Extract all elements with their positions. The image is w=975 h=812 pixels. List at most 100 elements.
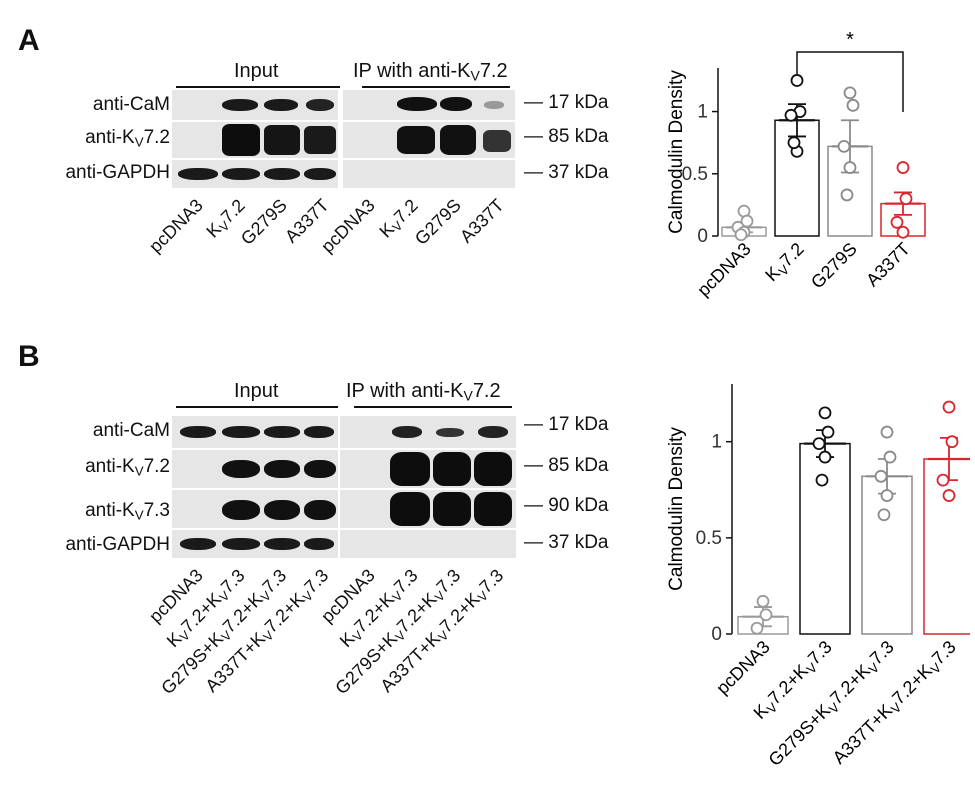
data-point: [942, 400, 956, 414]
calmodulin-chart-b: Calmodulin Density00.51pcDNA3KV7.2+KV7.3…: [666, 384, 970, 770]
band: [397, 97, 437, 111]
band: [264, 538, 300, 550]
band: [483, 130, 511, 152]
data-point: [936, 473, 950, 487]
marker-90kda-b: — 90 kDa: [524, 495, 609, 516]
data-point: [890, 215, 904, 229]
ip-header-a: IP with anti-KV7.2: [353, 60, 508, 84]
band: [178, 168, 218, 180]
band: [433, 452, 471, 486]
data-point: [837, 140, 851, 153]
band: [474, 452, 512, 486]
band: [484, 101, 504, 109]
data-point: [759, 608, 773, 622]
lane-label-a: pcDNA3: [145, 195, 207, 257]
data-point: [846, 98, 860, 112]
row-label-gapdh-a: anti-GAPDH: [65, 162, 170, 183]
ip-underline-b: [354, 406, 512, 408]
data-point: [874, 469, 888, 483]
calmodulin-chart-a: Calmodulin Density 0 0.5 1 pcDNA3 KV7.2 G279S A…: [666, 29, 926, 301]
marker-17kda-a: — 17 kDa: [524, 92, 609, 113]
band: [222, 538, 260, 550]
band: [304, 426, 334, 438]
band: [264, 168, 300, 180]
band: [478, 426, 508, 438]
ip-underline-a: [362, 86, 510, 88]
band: [264, 426, 300, 438]
data-point: [740, 214, 754, 228]
category-label: A337T+KV7.2+KV7.3: [829, 637, 962, 770]
data-point: [840, 188, 854, 202]
y-axis-label: Calmodulin Density: [666, 427, 687, 591]
marker-37kda-b: — 37 kDa: [524, 532, 609, 553]
band: [180, 538, 216, 550]
band: [264, 125, 300, 155]
marker-17kda-b: — 17 kDa: [524, 414, 609, 435]
category-label: pcDNA3: [693, 239, 755, 301]
lane-label-a: A337T: [456, 195, 508, 247]
band: [433, 492, 471, 526]
band: [390, 492, 430, 526]
category-label: pcDNA3: [712, 637, 774, 699]
data-point: [880, 489, 894, 502]
lane-label-a: G279S: [410, 195, 465, 249]
data-point: [843, 86, 857, 100]
band: [222, 460, 260, 478]
band: [264, 460, 300, 478]
data-point: [821, 425, 835, 439]
panel-letter-b: B: [18, 340, 40, 373]
lane-label-a: G279S: [236, 195, 291, 249]
band: [436, 428, 464, 437]
band: [306, 99, 334, 111]
band: [180, 426, 216, 438]
panel-letter-a: A: [18, 24, 40, 57]
data-point: [880, 425, 894, 439]
band: [474, 492, 512, 526]
band: [397, 126, 435, 154]
band: [440, 125, 476, 155]
input-underline-a: [176, 86, 340, 88]
band: [264, 500, 300, 520]
band: [304, 538, 334, 550]
band: [304, 500, 336, 520]
band: [222, 99, 258, 111]
data-point: [896, 161, 910, 174]
band: [304, 168, 336, 180]
band: [264, 99, 298, 111]
data-point: [877, 508, 891, 522]
y-tick-label: 0.5: [682, 164, 708, 185]
y-tick-label: 0.5: [696, 528, 722, 549]
category-label: A337T: [862, 239, 914, 291]
data-point: [812, 437, 826, 451]
data-point: [756, 594, 770, 608]
band: [304, 460, 336, 478]
data-point: [815, 473, 829, 487]
significance-label: *: [846, 29, 854, 51]
y-tick-label: 1: [711, 432, 722, 453]
blot-strip-gapdh-ip-b: [340, 530, 516, 558]
data-point: [818, 406, 832, 420]
data-point: [790, 74, 804, 87]
data-point: [899, 192, 913, 206]
row-label-gapdh-b: anti-GAPDH: [65, 534, 170, 555]
data-point: [750, 621, 764, 635]
data-point: [787, 136, 801, 150]
band: [222, 500, 260, 520]
band: [392, 426, 422, 438]
row-label-cam-b: anti-CaM: [92, 420, 170, 441]
y-axis-label: Calmodulin Density: [666, 70, 687, 234]
row-label-kv72-a: anti-KV7.2: [85, 127, 170, 150]
bar: [923, 458, 970, 635]
marker-85kda-b: — 85 kDa: [524, 455, 609, 476]
input-header-b: Input: [234, 380, 279, 402]
marker-37kda-a: — 37 kDa: [524, 162, 609, 183]
data-point: [883, 450, 897, 464]
data-point: [896, 225, 910, 239]
y-tick-label: 0: [711, 624, 722, 645]
bar: [799, 442, 851, 635]
significance-bracket: [796, 51, 904, 112]
data-point: [945, 435, 959, 449]
data-point: [843, 161, 857, 174]
band: [222, 168, 260, 180]
data-point: [942, 489, 956, 502]
